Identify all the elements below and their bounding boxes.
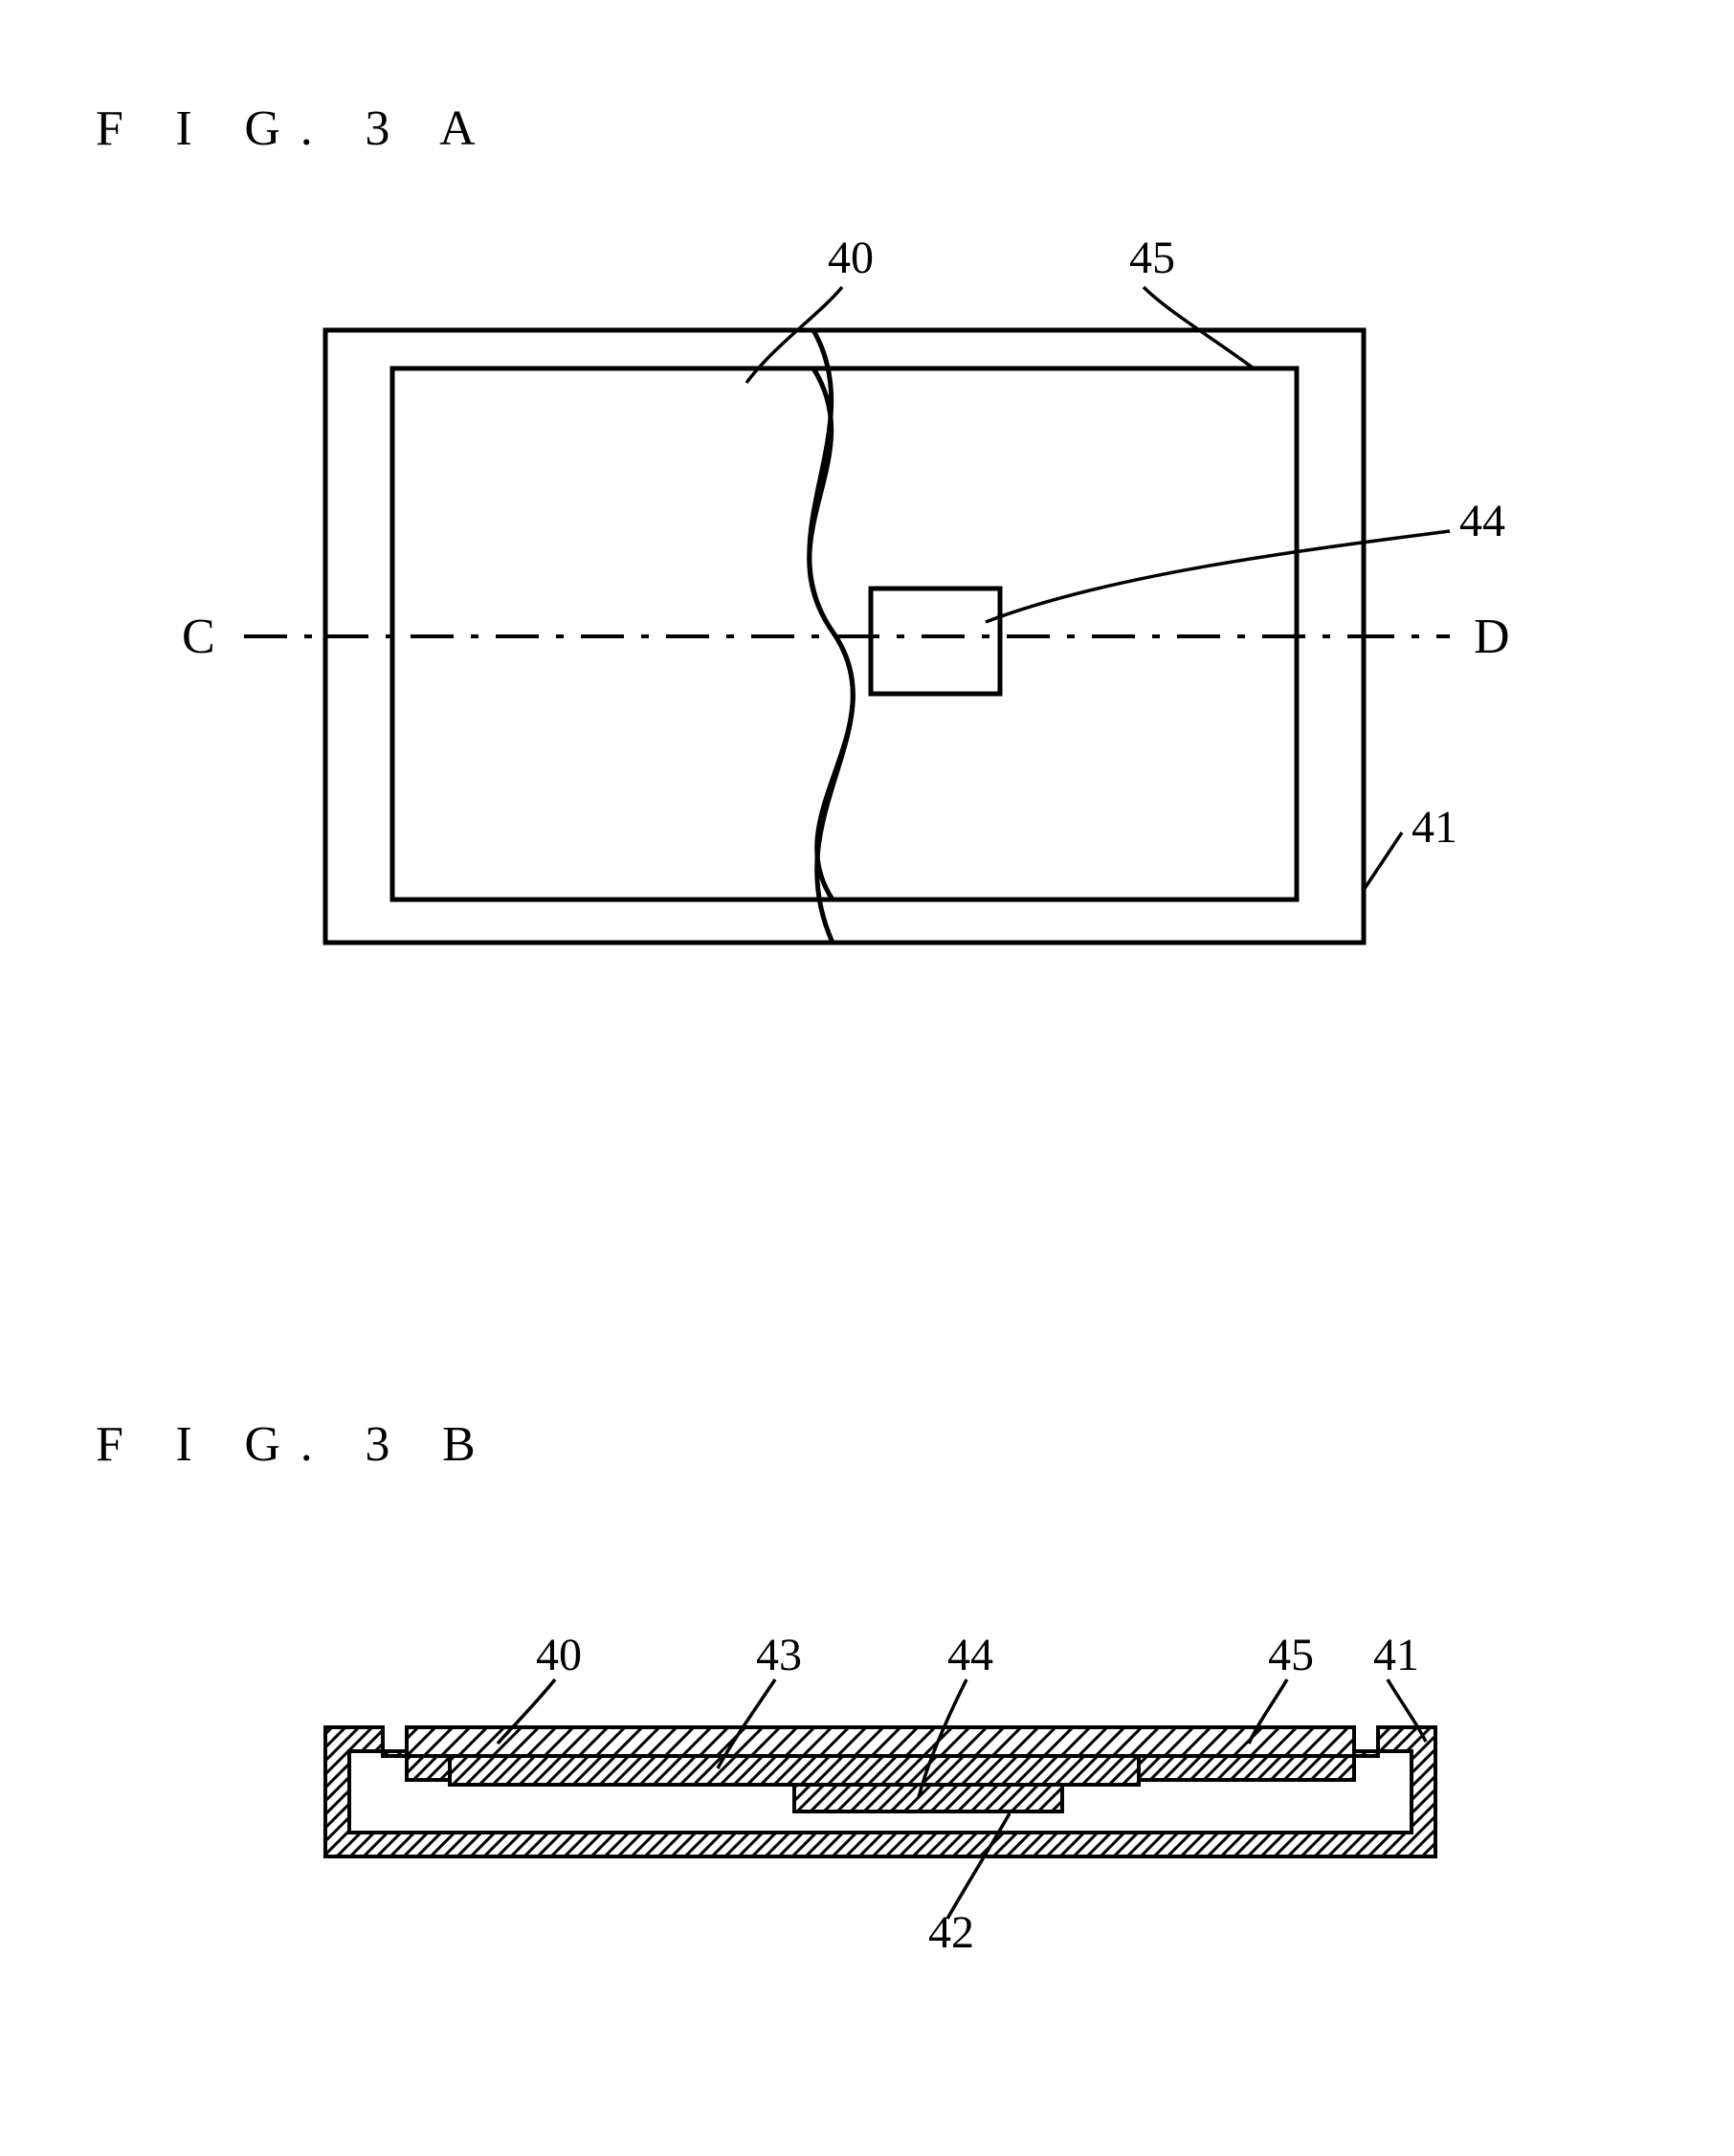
small-rect-44 bbox=[871, 589, 1000, 694]
fig-3b-svg: 40 43 44 45 41 42 bbox=[258, 1560, 1550, 1971]
fig-3b-title: F I G. 3 B bbox=[96, 1416, 495, 1473]
ref-label-b-45: 45 bbox=[1268, 1630, 1314, 1680]
ref-label-45: 45 bbox=[1129, 233, 1175, 283]
ref-label-b-40: 40 bbox=[536, 1630, 582, 1680]
axis-label-c: C bbox=[182, 610, 215, 664]
axis-label-d: D bbox=[1474, 610, 1510, 664]
plate-mid-43 bbox=[450, 1756, 1139, 1785]
ref-label-41: 41 bbox=[1412, 802, 1457, 853]
ref-label-40: 40 bbox=[828, 233, 874, 283]
outer-rect-41 bbox=[325, 330, 1364, 943]
ref-label-b-42: 42 bbox=[928, 1907, 974, 1958]
ref-label-b-41: 41 bbox=[1373, 1630, 1419, 1680]
leader-b-42 bbox=[947, 1813, 1010, 1919]
plate-top-40 bbox=[407, 1727, 1354, 1756]
fig-3a-title: F I G. 3 A bbox=[96, 100, 495, 157]
ref-label-b-43: 43 bbox=[756, 1630, 802, 1680]
fig-3a-svg: C D 40 45 44 41 bbox=[105, 220, 1636, 957]
ref-label-44: 44 bbox=[1459, 496, 1505, 546]
ref-label-b-44: 44 bbox=[947, 1630, 993, 1680]
leader-41 bbox=[1364, 833, 1402, 890]
plate-small-42 bbox=[794, 1785, 1062, 1811]
